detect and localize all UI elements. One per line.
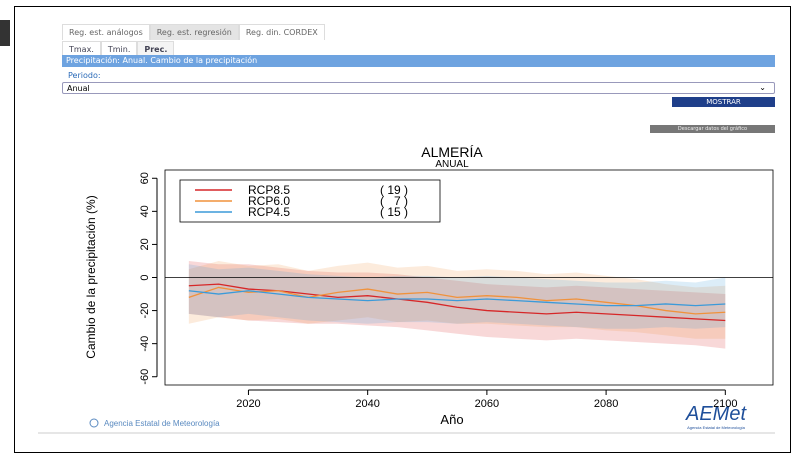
show-button[interactable]: MOSTRAR xyxy=(672,97,775,107)
tab[interactable]: Reg. din. CORDEX xyxy=(238,24,325,40)
x-tick-label: 2060 xyxy=(475,398,499,410)
side-block xyxy=(0,20,10,46)
y-tick-label: 40 xyxy=(139,205,151,217)
download-button[interactable]: Descargar datos del gráfico xyxy=(650,125,775,133)
x-tick-label: 2020 xyxy=(236,398,260,410)
header-bar: Precipitación: Anual. Cambio de la preci… xyxy=(62,55,775,67)
footer-icon xyxy=(89,418,99,428)
y-axis-label: Cambio de la precipitación (%) xyxy=(84,195,98,358)
select-value: Anual xyxy=(67,84,90,93)
frame xyxy=(14,6,791,453)
uncertainty-band xyxy=(188,260,726,349)
y-tick-label: -40 xyxy=(139,336,151,352)
footer-agency: Agencia Estatal de Meteorología xyxy=(104,419,220,428)
series-line xyxy=(188,290,726,307)
period-label: Periodo: xyxy=(68,71,101,80)
x-axis-label: Año xyxy=(440,412,463,427)
period-select[interactable]: Anual ⌄ xyxy=(62,82,775,94)
y-tick-label: -20 xyxy=(139,303,151,319)
tab[interactable]: Reg. est. regresión xyxy=(149,24,239,40)
legend-label: RCP4.5 xyxy=(248,205,290,219)
logo-caption: Agencia Estatal de Meteorología xyxy=(687,425,746,430)
x-tick-label: 2100 xyxy=(713,398,737,410)
x-tick-label: 2040 xyxy=(355,398,379,410)
chart-title: ALMERÍA xyxy=(421,144,483,160)
y-tick-label: 0 xyxy=(139,274,151,280)
y-tick-label: 60 xyxy=(139,172,151,184)
tab-bar: Reg. est. análogos Reg. est. regresión Reg… xyxy=(62,20,325,40)
y-tick-label: -60 xyxy=(139,369,151,385)
legend-label: RCP6.0 xyxy=(248,194,290,208)
y-tick-label: 20 xyxy=(139,238,151,250)
legend-label: RCP8.5 xyxy=(248,183,290,197)
select-arrow: ⌄ xyxy=(759,83,766,92)
chart-subtitle: ANUAL xyxy=(435,159,469,170)
logo: AEMet xyxy=(685,403,747,425)
legend-count: ( 7 ) xyxy=(380,194,408,208)
uncertainty-band xyxy=(188,260,726,339)
legend-count: ( 15 ) xyxy=(380,205,408,219)
legend-count: ( 19 ) xyxy=(380,183,408,197)
x-tick-label: 2080 xyxy=(594,398,618,410)
tab[interactable]: Reg. est. análogos xyxy=(62,24,150,40)
